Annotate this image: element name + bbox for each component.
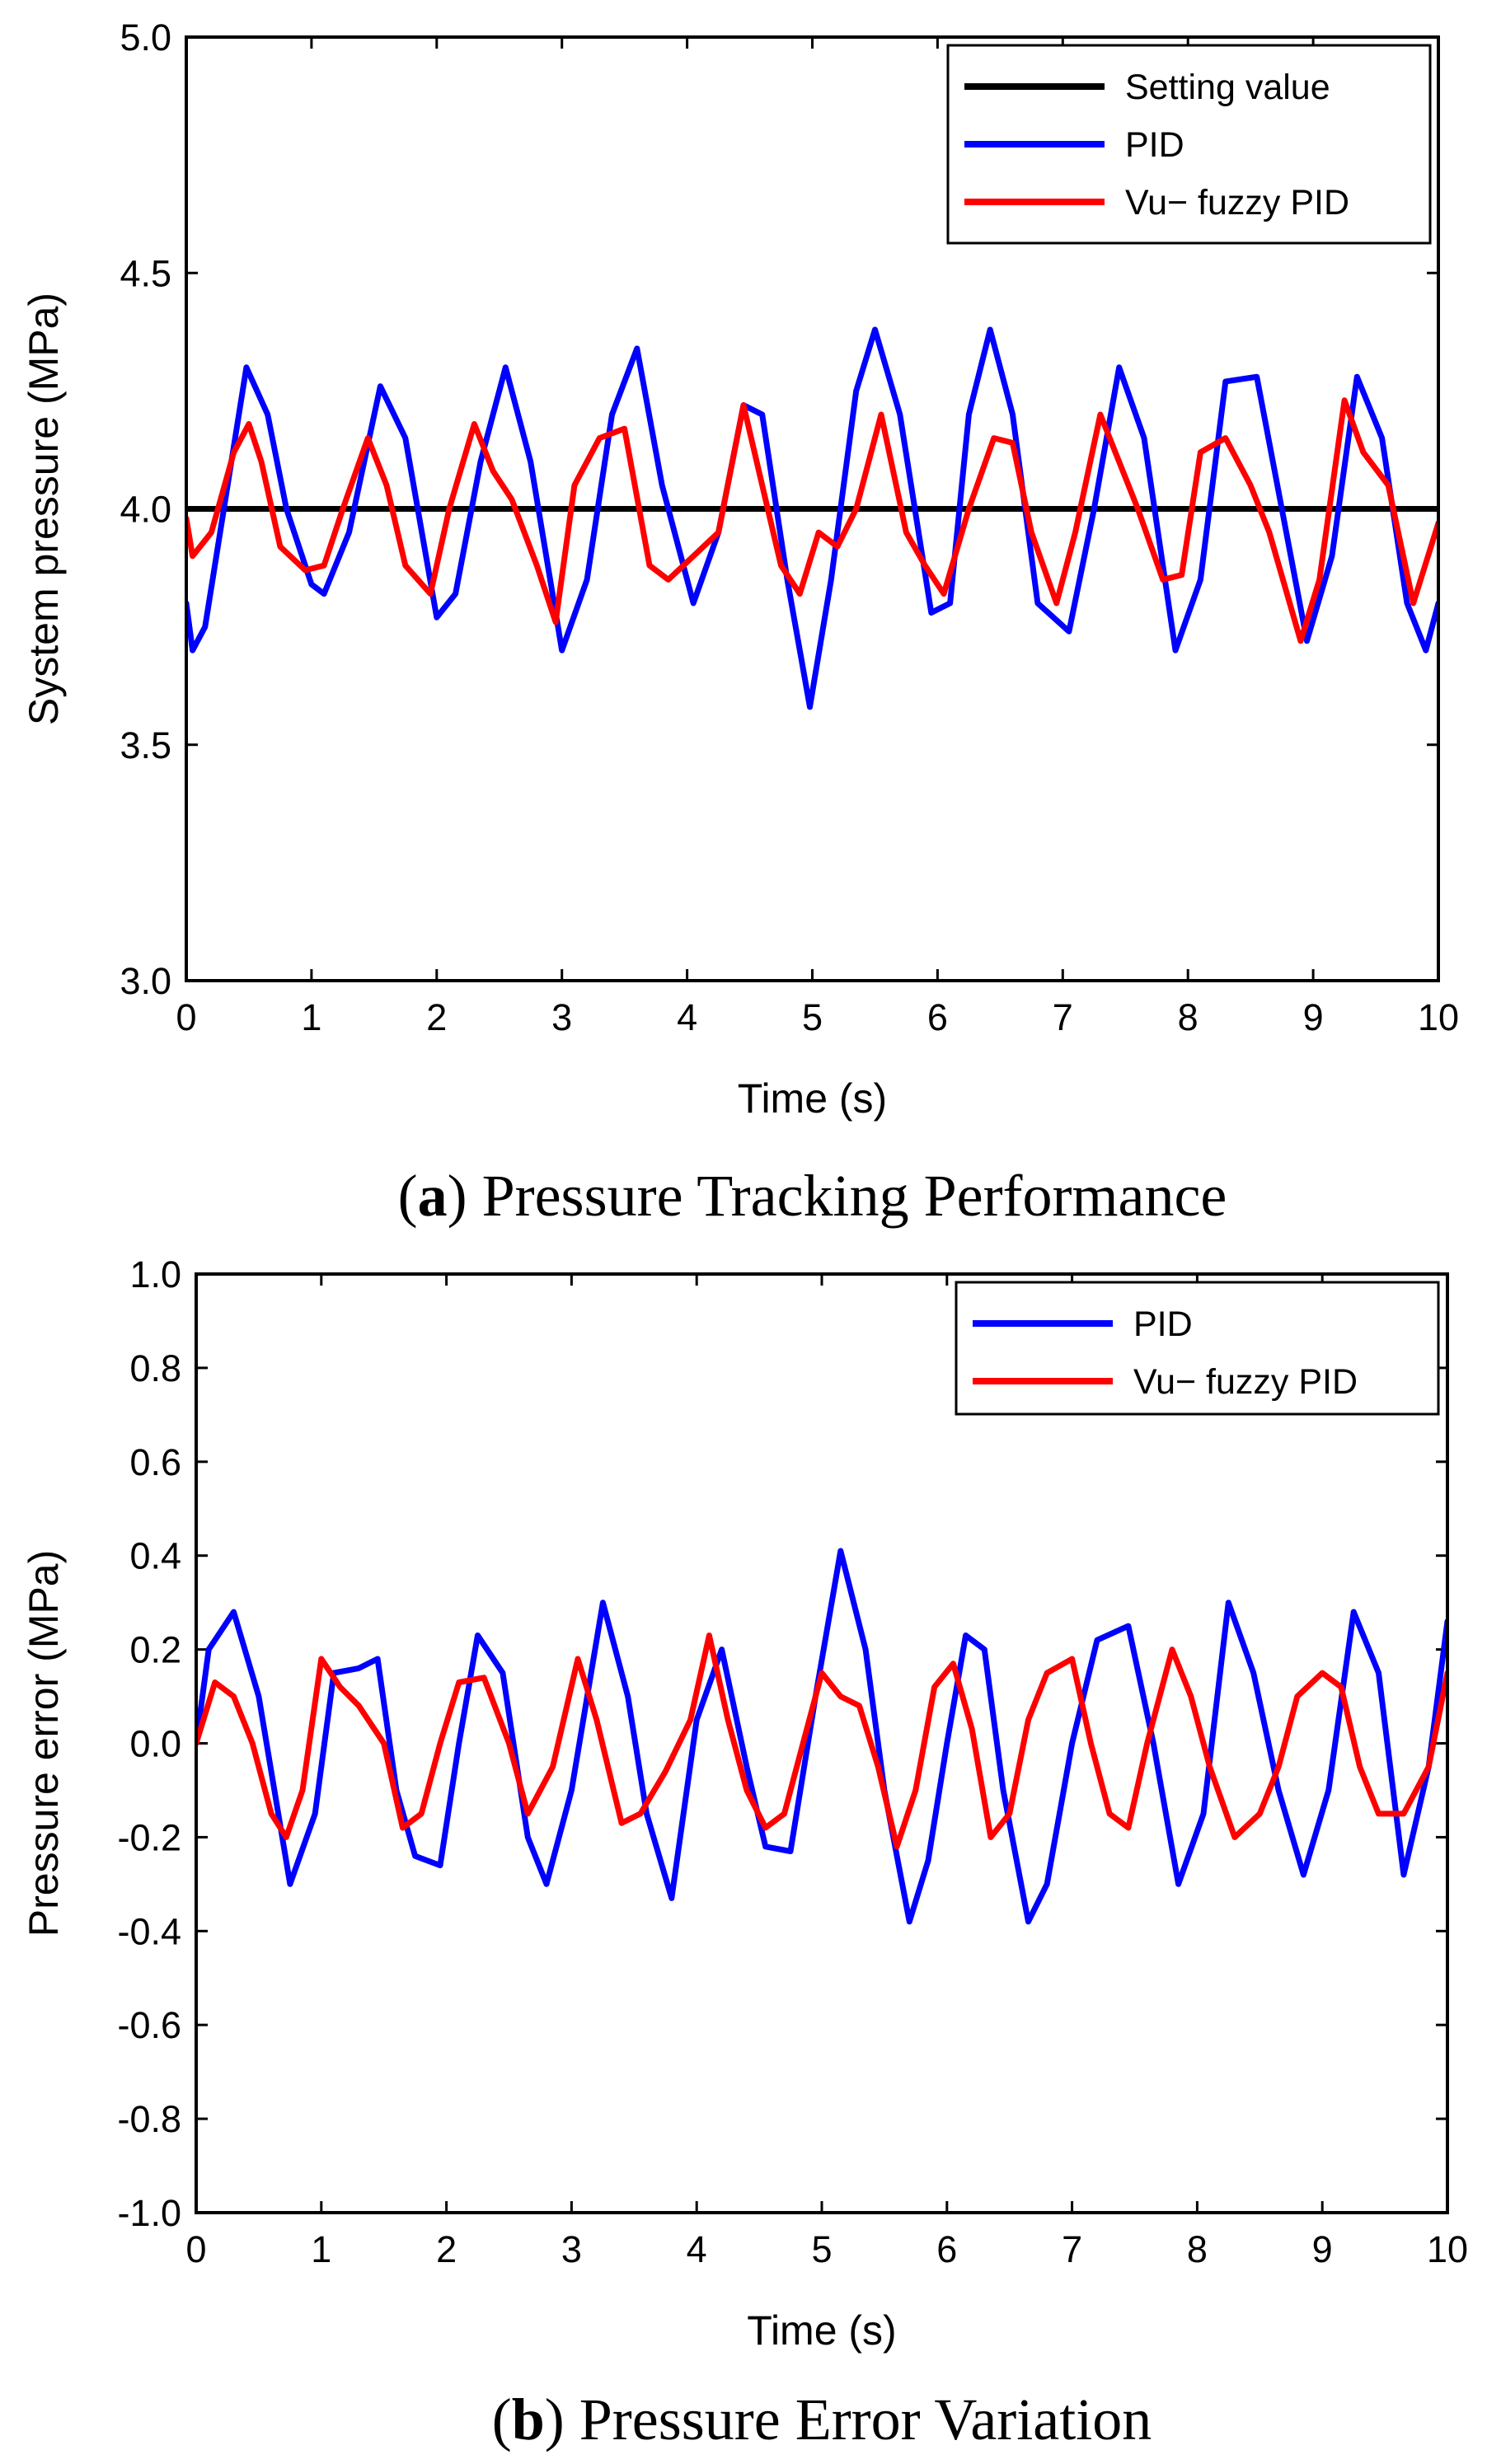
legend-label: PID xyxy=(1133,1305,1193,1344)
y-tick-label: 1.0 xyxy=(129,1253,181,1295)
x-tick-label: 4 xyxy=(687,2228,707,2270)
y-tick-label: 5.0 xyxy=(120,16,171,59)
x-tick-label: 5 xyxy=(811,2228,832,2270)
legend: Setting value PID Vu− fuzzy PID xyxy=(946,44,1432,245)
legend-label: Vu− fuzzy PID xyxy=(1125,183,1349,223)
y-tick-label: 0.8 xyxy=(129,1347,181,1389)
y-tick-label: -0.8 xyxy=(117,2098,181,2140)
y-tick-label: -0.4 xyxy=(117,1910,181,1952)
x-tick-label: 2 xyxy=(436,2228,457,2270)
series-line-vu-fuzzy-pid xyxy=(186,397,1438,644)
caption-text: ) Pressure Tracking Performance xyxy=(448,1163,1227,1229)
x-tick-label: 9 xyxy=(1312,2228,1333,2270)
x-tick-label: 0 xyxy=(176,996,196,1038)
plot-frame xyxy=(195,1272,1449,2214)
legend-label: PID xyxy=(1125,125,1184,165)
x-tick-label: 3 xyxy=(561,2228,582,2270)
x-tick-label: 7 xyxy=(1062,2228,1082,2270)
x-tick-label: 8 xyxy=(1187,2228,1208,2270)
x-tick-label: 0 xyxy=(185,2228,206,2270)
y-tick-label: -0.2 xyxy=(117,1816,181,1858)
y-axis-title: System pressure (MPa) xyxy=(21,293,67,725)
figure-caption: (b) Pressure Error Variation xyxy=(492,2387,1152,2452)
x-axis-title: Time (s) xyxy=(738,1075,887,1122)
y-tick-label: 0.4 xyxy=(129,1535,181,1577)
y-tick-label: 0.2 xyxy=(129,1629,181,1671)
y-tick-label: -1.0 xyxy=(117,2192,181,2234)
x-tick-label: 3 xyxy=(551,996,572,1038)
caption-text: ) Pressure Error Variation xyxy=(545,2387,1152,2452)
y-tick-label: 4.0 xyxy=(120,489,171,531)
caption-prefix: ( xyxy=(492,2387,512,2452)
y-tick-label: 0.6 xyxy=(129,1441,181,1483)
x-tick-label: 5 xyxy=(802,996,823,1038)
x-tick-label: 6 xyxy=(927,996,948,1038)
series-line-vu-fuzzy-pid xyxy=(196,1633,1447,1850)
caption-prefix: ( xyxy=(398,1163,418,1229)
caption-letter: b xyxy=(512,2387,545,2452)
series-line-pid xyxy=(186,326,1438,710)
x-tick-label: 1 xyxy=(311,2228,331,2270)
x-tick-label: 10 xyxy=(1418,996,1459,1038)
y-axis-title: Pressure error (MPa) xyxy=(21,1550,67,1937)
legend-label: Setting value xyxy=(1125,68,1330,107)
y-tick-label: 3.5 xyxy=(120,724,171,766)
plot-frame xyxy=(185,35,1440,982)
series-line-pid xyxy=(196,1548,1447,1925)
y-tick-label: 0.0 xyxy=(129,1723,181,1765)
y-tick-label: -0.6 xyxy=(117,2004,181,2046)
caption-letter: a xyxy=(418,1163,448,1229)
x-tick-label: 7 xyxy=(1053,996,1073,1038)
legend-label: Vu− fuzzy PID xyxy=(1133,1362,1358,1402)
x-tick-label: 4 xyxy=(677,996,697,1038)
chart-panel-b: 0 1 2 3 4 5 6 7 8 9 10 -1.0 -0.8 -0.6 -0.4 -0.2 0.0 0.2 0.… xyxy=(21,1253,1468,2452)
y-tick-label: 3.0 xyxy=(120,960,171,1002)
legend-box xyxy=(955,1281,1440,1416)
chart-panel-a: 0 1 2 3 4 5 6 7 8 9 10 3.0 3.5 4.0 4.5 5.0 Time (s) Syste… xyxy=(21,16,1459,1229)
x-tick-label: 8 xyxy=(1178,996,1199,1038)
legend: PID Vu− fuzzy PID xyxy=(955,1281,1440,1416)
x-axis-title: Time (s) xyxy=(747,2307,896,2354)
x-tick-label: 1 xyxy=(301,996,321,1038)
figure-caption: (a) Pressure Tracking Performance xyxy=(398,1163,1227,1229)
x-tick-label: 10 xyxy=(1427,2228,1468,2270)
x-tick-label: 9 xyxy=(1303,996,1324,1038)
x-tick-label: 6 xyxy=(936,2228,957,2270)
x-tick-label: 2 xyxy=(426,996,447,1038)
y-tick-label: 4.5 xyxy=(120,252,171,294)
